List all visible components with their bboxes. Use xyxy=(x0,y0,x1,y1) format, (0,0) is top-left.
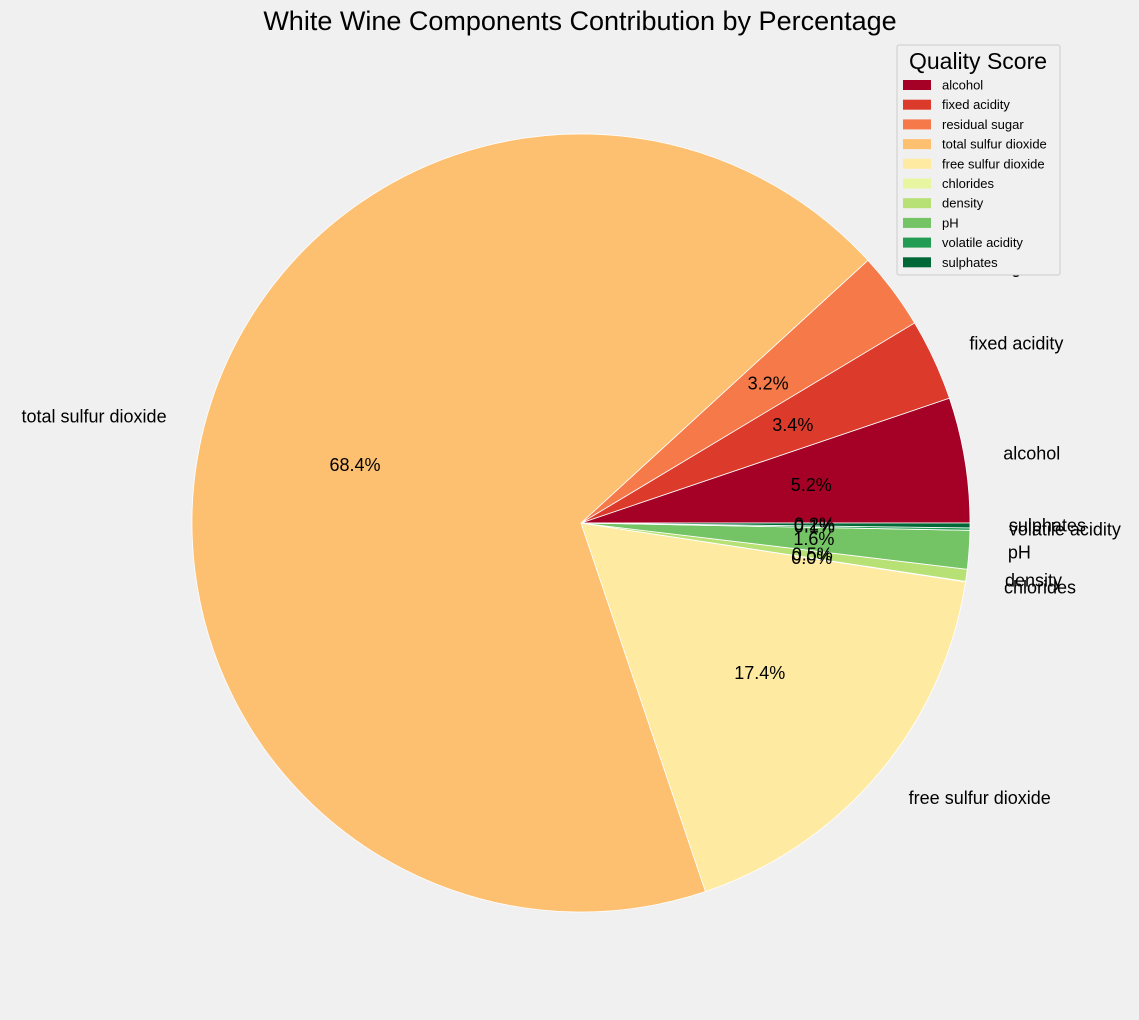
legend-title: Quality Score xyxy=(909,48,1047,74)
slice-label-fixed-acidity: fixed acidity xyxy=(969,333,1063,353)
pie-slices xyxy=(191,133,971,913)
legend-swatch-fixed-acidity xyxy=(903,99,931,110)
legend-label-volatile-acidity: volatile acidity xyxy=(942,235,1023,250)
legend-box xyxy=(896,44,1061,276)
chart-title: White Wine Components Contribution by Pe… xyxy=(263,6,896,36)
legend-swatch-total-sulfur-dioxide xyxy=(903,139,931,150)
pct-label-total-sulfur-dioxide: 68.4% xyxy=(329,455,380,475)
legend-label-chlorides: chlorides xyxy=(942,176,995,191)
pct-label-chlorides: 0.0% xyxy=(791,548,832,568)
legend-label-fixed-acidity: fixed acidity xyxy=(942,97,1010,112)
pie-slice-sulphates xyxy=(580,522,971,529)
legend-label-total-sulfur-dioxide: total sulfur dioxide xyxy=(942,137,1047,152)
legend-label-alcohol: alcohol xyxy=(942,78,983,93)
slice-label-volatile-acidity: volatile acidity xyxy=(1009,520,1121,540)
percentage-labels: 5.2% 3.4% 3.2% 68.4% 17.4% 0.0%0.5%1.6%0.1%0.… xyxy=(329,373,834,683)
legend-swatch-sulphates xyxy=(903,257,931,268)
pie-slice-total-sulfur-dioxide xyxy=(191,133,869,913)
legend-label-free-sulfur-dioxide: free sulfur dioxide xyxy=(942,156,1045,171)
pct-label-ph: 1.6% xyxy=(793,529,834,549)
legend-label-density: density xyxy=(942,196,984,211)
pct-label-alcohol: 5.2% xyxy=(791,475,832,495)
legend-label-sulphates: sulphates xyxy=(942,255,998,270)
pct-label-volatile-acidity: 0.1% xyxy=(794,517,835,537)
slice-label-total-sulfur-dioxide: total sulfur dioxide xyxy=(22,406,167,426)
slice-label-sulphates: sulphates xyxy=(1009,516,1086,536)
legend-label-ph: pH xyxy=(942,215,959,230)
pct-label-residual-sugar: 3.2% xyxy=(748,373,789,393)
slice-label-alcohol: alcohol xyxy=(1003,443,1060,463)
legend-swatch-ph xyxy=(903,217,931,228)
legend-swatch-chlorides xyxy=(903,178,931,189)
pct-label-fixed-acidity: 3.4% xyxy=(772,415,813,435)
slice-label-free-sulfur-dioxide: free sulfur dioxide xyxy=(909,788,1051,808)
legend-swatch-residual-sugar xyxy=(903,119,931,130)
slice-label-density: density xyxy=(1005,571,1062,591)
legend-items: alcohol fixed acidity residual sugar total … xyxy=(903,78,1047,270)
legend-swatch-density xyxy=(903,198,931,209)
pie-slice-free-sulfur-dioxide xyxy=(580,522,966,893)
legend-label-residual-sugar: residual sugar xyxy=(942,117,1024,132)
pct-label-density: 0.5% xyxy=(792,544,833,564)
legend-swatch-alcohol xyxy=(903,80,931,90)
legend-swatch-free-sulfur-dioxide xyxy=(903,158,931,169)
legend: Quality Score alcohol fixed acidity residu… xyxy=(896,44,1061,276)
pct-label-free-sulfur-dioxide: 17.4% xyxy=(734,663,785,683)
legend-swatch-volatile-acidity xyxy=(903,237,931,248)
slice-label-chlorides: chlorides xyxy=(1004,578,1076,598)
slice-label-ph: pH xyxy=(1008,543,1031,563)
pct-label-sulphates: 0.2% xyxy=(794,514,835,534)
